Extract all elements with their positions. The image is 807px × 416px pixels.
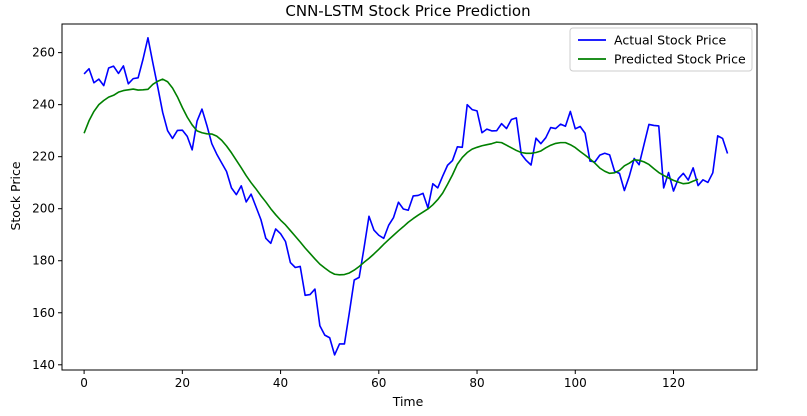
y-tick-label: 140: [32, 358, 55, 372]
legend-label-actual: Actual Stock Price: [614, 33, 727, 48]
y-tick-label: 160: [32, 306, 55, 320]
chart-title: CNN-LSTM Stock Price Prediction: [285, 2, 530, 20]
x-tick-label: 60: [371, 376, 386, 390]
y-tick-label: 200: [32, 202, 55, 216]
series-layer: [83, 36, 729, 356]
plot-area: 0 20 40 60 80 100 120 140 160 180 200 220 240 260: [32, 23, 758, 390]
legend: Actual Stock Price Predicted Stock Price: [569, 27, 753, 72]
x-axis-label: Time: [392, 394, 424, 409]
series-line-predicted: [83, 78, 699, 276]
legend-box: [569, 27, 753, 72]
legend-label-predicted: Predicted Stock Price: [614, 52, 746, 67]
x-tick-label: 20: [175, 376, 190, 390]
x-tick-label: 0: [80, 376, 88, 390]
series-line-actual: [83, 36, 729, 356]
axes-frame: [61, 23, 758, 371]
y-tick-label: 260: [32, 46, 55, 60]
y-axis-label: Stock Price: [8, 161, 23, 230]
y-tick-label: 240: [32, 98, 55, 112]
x-tick-label: 40: [273, 376, 288, 390]
x-tick-label: 120: [662, 376, 685, 390]
axes-layer: 0 20 40 60 80 100 120 140 160 180 200 220 240 260: [32, 23, 758, 390]
y-tick-label: 220: [32, 150, 55, 164]
x-tick-label: 100: [564, 376, 587, 390]
x-tick-label: 80: [469, 376, 484, 390]
y-tick-label: 180: [32, 254, 55, 268]
